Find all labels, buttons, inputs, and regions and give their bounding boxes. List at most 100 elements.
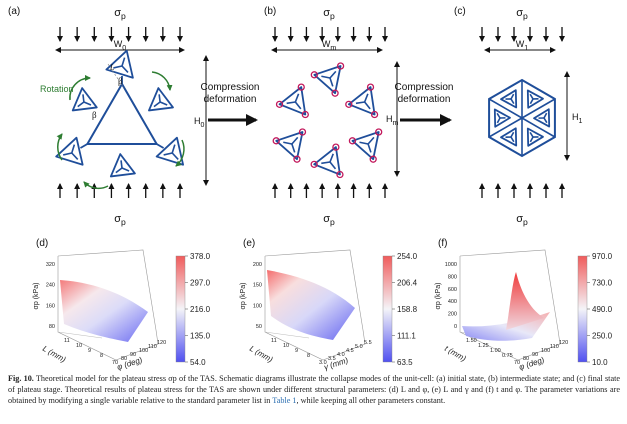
compression-label-line2: deformation	[204, 94, 257, 105]
chart-e-colorbar-label: 206.4	[397, 279, 418, 288]
panel-b-unit-hinge	[310, 160, 318, 168]
figure: (a) σp σp W0 H0 Rotation Lβ β (b) σp σp Wm Hm (c) σp…	[8, 6, 613, 372]
panel-a-unit-strut	[163, 152, 173, 156]
chart-e-colorbar-label: 158.8	[397, 305, 418, 314]
panel-a-rotation-arrow	[83, 181, 109, 190]
chart-d-y-tick: 90	[130, 352, 136, 358]
chart-d-colorbar-label: 297.0	[190, 279, 211, 288]
panel-a-unit-strut	[83, 101, 92, 106]
panel-a-unit-triangle	[148, 87, 174, 112]
panel-a-rotation-label: Rotation	[40, 84, 74, 94]
chart-e-y-tick: 3.5	[328, 356, 336, 362]
panel-a-rotation-arrow	[175, 139, 185, 167]
chart-f-z-tick: 1000	[445, 262, 457, 268]
panel-c-spoke	[521, 98, 556, 119]
panel-b-unit-hinge	[272, 137, 280, 145]
panel-b-unit-strut	[329, 77, 334, 87]
panel-c-unit-strut	[510, 98, 515, 105]
panel-a-unit-strut	[153, 101, 161, 108]
panel-c-unit-strut	[496, 117, 501, 124]
panel-b-unit-hinge	[336, 170, 344, 179]
panel-b-unit-triangle	[351, 131, 380, 161]
panel-b-unit-strut	[283, 141, 293, 145]
chart-e-y-tick: 3.0	[319, 360, 327, 366]
chart-f-x-axis-label: t (mm)	[443, 344, 468, 364]
chart-e-z-tick: 200	[253, 262, 262, 268]
chart-d-z-tick: 240	[46, 283, 55, 289]
chart-d-y-tick: 80	[121, 356, 127, 362]
chart-f-z-tick: 800	[448, 274, 457, 280]
panel-c-unit-strut	[510, 131, 515, 138]
panel-a-center-triangle	[85, 82, 159, 145]
chart-f-y-tick: 80	[523, 356, 529, 362]
panel-a-unit-strut	[120, 160, 123, 169]
panel-b-unit-strut	[294, 101, 302, 110]
panel-a-beta-label-2: β	[92, 110, 97, 120]
panel-c-height-label: H1	[572, 112, 583, 125]
chart-e-x-axis-label: L (mm)	[248, 344, 275, 365]
chart-d-z-tick: 80	[49, 324, 55, 330]
chart-e-x-tick: 8	[307, 353, 310, 359]
chart-e-colorbar-label: 111.1	[397, 332, 416, 341]
panel-a-L-label: L	[109, 63, 115, 72]
panel-c-unit-strut	[496, 112, 501, 119]
panel-a-unit-strut	[159, 101, 168, 106]
panel-a-unit-strut	[113, 65, 123, 69]
chart-d-grid-line	[57, 331, 103, 339]
panel-b-unit-hinge	[336, 62, 345, 70]
chart-f-colorbar-label: 730.0	[592, 279, 613, 288]
chart-e-x-tick: 11	[271, 338, 277, 344]
panel-a-rotation-arrow	[151, 71, 173, 91]
panel-c-unit-strut	[510, 93, 515, 100]
chart-f-z-tick: 400	[448, 299, 457, 305]
panel-c-unit-triangle	[526, 89, 544, 109]
panel-c-sigma-top: σp	[516, 7, 528, 21]
chart-e-y-tick: 4.0	[337, 352, 345, 358]
panel-c-sigma-bottom: σp	[516, 213, 528, 227]
panel-b-unit-strut	[355, 101, 365, 105]
panel-c-unit-strut	[529, 136, 534, 143]
panel-b-unit-triangle	[313, 146, 341, 176]
panel-a-unit-strut	[121, 57, 126, 67]
panel-a-unit-strut	[71, 144, 76, 154]
panel-a-width-label: W0	[114, 39, 127, 52]
panel-b-unit-strut	[363, 93, 369, 103]
panel-b-unit-hinge	[293, 155, 301, 163]
deformation-arrows: CompressiondeformationCompressiondeforma…	[201, 82, 454, 126]
panel-a-unit-strut	[82, 94, 85, 103]
panel-c-unit-triangle	[500, 127, 518, 147]
panel-b-width-label: Wm	[322, 39, 337, 52]
panel-a-unit-strut	[121, 65, 129, 73]
panel-a-unit-triangle	[105, 49, 134, 79]
panel-b-unit-triangle	[347, 86, 376, 116]
panel-a-sigma-top: σp	[114, 7, 126, 21]
figure-caption: Fig. 10. Theoretical model for the plate…	[8, 373, 620, 406]
chart-f-surface-peak	[506, 272, 544, 330]
panel-b-unit-strut	[321, 161, 331, 165]
panel-b-unit-strut	[329, 161, 337, 170]
panel-b-unit-strut	[329, 153, 334, 163]
panel-a: (a) σp σp W0 H0 Rotation Lβ β	[8, 6, 209, 227]
chart-d-x-tick: 8	[100, 353, 103, 359]
panel-a-unit-strut	[171, 152, 179, 160]
chart-f-colorbar-label: 490.0	[592, 305, 613, 314]
compression-label-line1: Compression	[395, 82, 454, 93]
panel-a-unit-triangle	[109, 153, 136, 178]
panel-b-unit-strut	[329, 70, 337, 79]
panel-b: (b) σp σp Wm Hm	[264, 6, 400, 227]
panel-c-unit-triangle	[500, 89, 518, 109]
panel-a-rotation-arrow	[69, 74, 91, 101]
chart-d-y-tick: 110	[148, 344, 157, 350]
panel-b-unit-hinge	[370, 110, 379, 119]
chart-d-colorbar-label: 216.0	[190, 305, 211, 314]
chart-f-colorbar-label: 250.0	[592, 332, 613, 341]
panel-a-label: (a)	[8, 6, 20, 17]
chart-f-y-tick: 90	[532, 352, 538, 358]
chart-e-z-tick: 150	[253, 283, 262, 289]
panel-a-unit-strut	[115, 167, 123, 174]
chart-e-x-tick: 10	[283, 343, 289, 349]
table-link[interactable]: Table 1	[272, 396, 297, 405]
chart-e-axes-box	[264, 249, 366, 361]
panel-c-unit-strut	[529, 131, 534, 138]
chart-d-z-tick: 160	[46, 303, 55, 309]
